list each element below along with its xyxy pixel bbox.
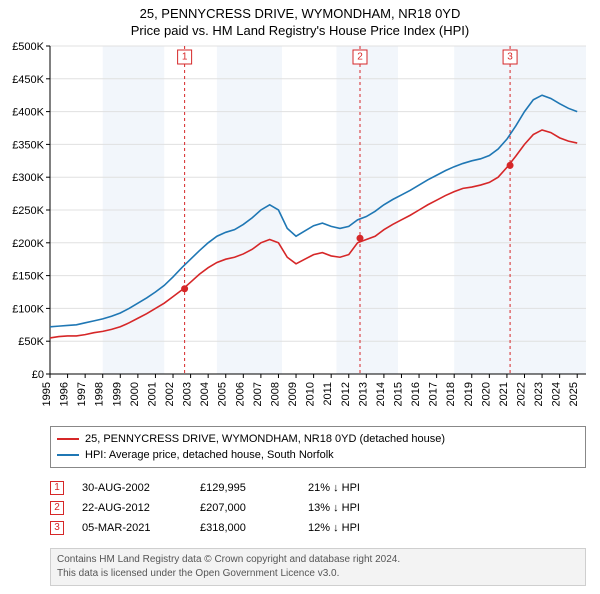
y-tick-label: £500K bbox=[12, 41, 44, 53]
x-tick-label: 2002 bbox=[164, 382, 176, 406]
x-tick-label: 2001 bbox=[146, 382, 158, 406]
x-tick-label: 2003 bbox=[182, 382, 194, 406]
y-tick-label: £150K bbox=[12, 271, 44, 283]
page-container: 25, PENNYCRESS DRIVE, WYMONDHAM, NR18 0Y… bbox=[0, 0, 600, 586]
sale-price: £207,000 bbox=[200, 498, 290, 518]
legend-label: 25, PENNYCRESS DRIVE, WYMONDHAM, NR18 0Y… bbox=[85, 431, 445, 447]
sale-price: £318,000 bbox=[200, 518, 290, 538]
x-tick-label: 2016 bbox=[410, 382, 422, 406]
y-tick-label: £300K bbox=[12, 172, 44, 184]
x-tick-label: 2020 bbox=[480, 382, 492, 406]
x-tick-label: 1999 bbox=[111, 382, 123, 406]
legend-item: HPI: Average price, detached house, Sout… bbox=[57, 447, 579, 463]
x-tick-label: 2023 bbox=[533, 382, 545, 406]
sale-marker-3: 3 bbox=[507, 52, 513, 63]
y-tick-label: £250K bbox=[12, 205, 44, 217]
sale-number-box: 2 bbox=[50, 501, 64, 515]
y-tick-label: £100K bbox=[12, 303, 44, 315]
line-chart-svg: £0 £50K £100K £150K £200K £250K £300K £350K £400… bbox=[0, 40, 600, 420]
y-tick-label: £0 bbox=[32, 369, 44, 381]
sale-marker-2: 2 bbox=[357, 52, 363, 63]
legend-swatch bbox=[57, 438, 79, 440]
sale-marker-1: 1 bbox=[182, 52, 188, 63]
x-tick-label: 2024 bbox=[551, 382, 563, 406]
chart-legend: 25, PENNYCRESS DRIVE, WYMONDHAM, NR18 0Y… bbox=[50, 426, 586, 468]
x-tick-label: 2011 bbox=[322, 382, 334, 406]
x-tick-label: 2007 bbox=[252, 382, 264, 406]
sale-number-box: 1 bbox=[50, 481, 64, 495]
x-tick-label: 2015 bbox=[392, 382, 404, 406]
sale-row: 3 05-MAR-2021 £318,000 12% ↓ HPI bbox=[50, 518, 586, 538]
x-tick-label: 2012 bbox=[340, 382, 352, 406]
x-tick-label: 2019 bbox=[463, 382, 475, 406]
x-tick-label: 1996 bbox=[59, 382, 71, 406]
attribution-line1: Contains HM Land Registry data © Crown c… bbox=[57, 553, 579, 567]
chart-title-address: 25, PENNYCRESS DRIVE, WYMONDHAM, NR18 0Y… bbox=[4, 6, 596, 21]
x-tick-label: 2006 bbox=[234, 382, 246, 406]
attribution-box: Contains HM Land Registry data © Crown c… bbox=[50, 548, 586, 586]
sales-table: 1 30-AUG-2002 £129,995 21% ↓ HPI 2 22-AUG-201… bbox=[50, 478, 586, 538]
chart-titles: 25, PENNYCRESS DRIVE, WYMONDHAM, NR18 0Y… bbox=[0, 0, 600, 40]
legend-item: 25, PENNYCRESS DRIVE, WYMONDHAM, NR18 0Y… bbox=[57, 431, 579, 447]
y-tick-label: £200K bbox=[12, 238, 44, 250]
x-tick-label: 1998 bbox=[94, 382, 106, 406]
chart-area: £0 £50K £100K £150K £200K £250K £300K £350K £400… bbox=[0, 40, 600, 420]
legend-swatch bbox=[57, 454, 79, 456]
x-tick-label: 2000 bbox=[129, 382, 141, 406]
legend-label: HPI: Average price, detached house, Sout… bbox=[85, 447, 334, 463]
x-tick-label: 2014 bbox=[375, 382, 387, 406]
x-tick-label: 1995 bbox=[41, 382, 53, 406]
sale-row: 2 22-AUG-2012 £207,000 13% ↓ HPI bbox=[50, 498, 586, 518]
sale-date: 30-AUG-2002 bbox=[82, 478, 182, 498]
y-tick-label: £50K bbox=[18, 336, 44, 348]
sale-price: £129,995 bbox=[200, 478, 290, 498]
sale-hpi-delta: 21% ↓ HPI bbox=[308, 478, 418, 498]
chart-title-sub: Price paid vs. HM Land Registry's House … bbox=[4, 23, 596, 38]
x-tick-label: 2021 bbox=[498, 382, 510, 406]
y-tick-label: £450K bbox=[12, 74, 44, 86]
x-tick-label: 2010 bbox=[305, 382, 317, 406]
x-tick-label: 1997 bbox=[76, 382, 88, 406]
sale-date: 22-AUG-2012 bbox=[82, 498, 182, 518]
x-tick-label: 2018 bbox=[445, 382, 457, 406]
sale-row: 1 30-AUG-2002 £129,995 21% ↓ HPI bbox=[50, 478, 586, 498]
sale-hpi-delta: 12% ↓ HPI bbox=[308, 518, 418, 538]
y-tick-label: £350K bbox=[12, 139, 44, 151]
attribution-line2: This data is licensed under the Open Gov… bbox=[57, 567, 579, 581]
x-tick-label: 2005 bbox=[217, 382, 229, 406]
x-tick-label: 2013 bbox=[357, 382, 369, 406]
sale-number-box: 3 bbox=[50, 521, 64, 535]
x-tick-label: 2009 bbox=[287, 382, 299, 406]
sale-date: 05-MAR-2021 bbox=[82, 518, 182, 538]
x-tick-label: 2004 bbox=[199, 382, 211, 406]
x-tick-label: 2025 bbox=[568, 382, 580, 406]
x-tick-label: 2008 bbox=[269, 382, 281, 406]
x-tick-label: 2022 bbox=[515, 382, 527, 406]
x-tick-label: 2017 bbox=[428, 382, 440, 406]
y-tick-label: £400K bbox=[12, 107, 44, 119]
sale-hpi-delta: 13% ↓ HPI bbox=[308, 498, 418, 518]
